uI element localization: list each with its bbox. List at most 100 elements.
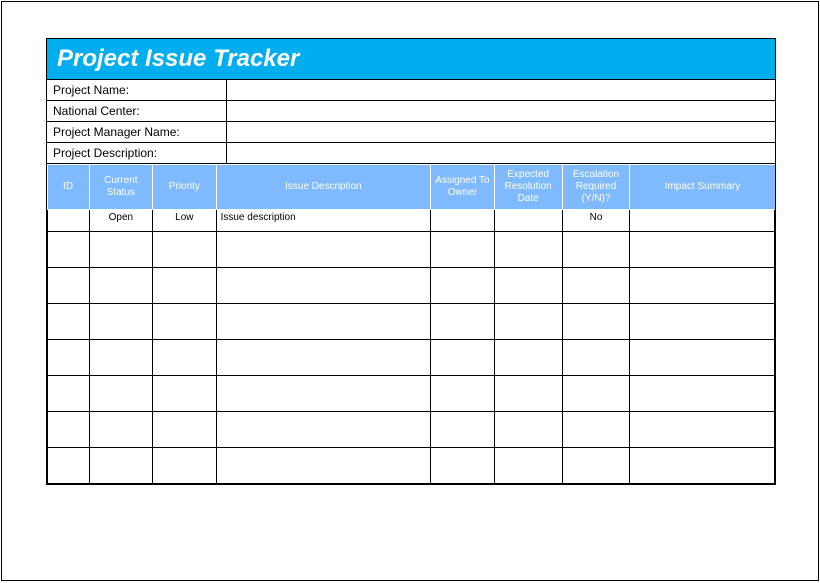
cell-id[interactable] <box>48 232 90 268</box>
col-header-escalation: Escalation Required (Y/N)? <box>562 165 630 210</box>
cell-desc[interactable] <box>216 304 431 340</box>
cell-escalation[interactable] <box>562 340 630 376</box>
cell-id[interactable] <box>48 304 90 340</box>
cell-escalation[interactable] <box>562 304 630 340</box>
cell-owner[interactable] <box>431 232 495 268</box>
cell-owner[interactable] <box>431 448 495 484</box>
cell-id[interactable] <box>48 340 90 376</box>
cell-impact[interactable] <box>630 268 775 304</box>
cell-date[interactable] <box>494 232 562 268</box>
col-header-impact: Impact Summary <box>630 165 775 210</box>
cell-desc[interactable] <box>216 376 431 412</box>
cell-owner[interactable] <box>431 340 495 376</box>
grid-body: Open Low Issue description No <box>48 210 775 484</box>
cell-id[interactable] <box>48 376 90 412</box>
table-row <box>48 304 775 340</box>
cell-priority[interactable] <box>153 268 217 304</box>
table-row <box>48 340 775 376</box>
cell-date[interactable] <box>494 412 562 448</box>
cell-priority[interactable] <box>153 412 217 448</box>
cell-escalation[interactable] <box>562 448 630 484</box>
cell-priority[interactable]: Low <box>153 210 217 232</box>
issue-grid-wrap: ID Current Status Priority Issue Descrip… <box>46 164 776 485</box>
col-header-priority: Priority <box>153 165 217 210</box>
cell-priority[interactable] <box>153 448 217 484</box>
cell-desc[interactable] <box>216 268 431 304</box>
cell-owner[interactable] <box>431 304 495 340</box>
meta-row: Project Manager Name: <box>47 122 776 143</box>
cell-owner[interactable] <box>431 376 495 412</box>
col-header-owner: Assigned To Owner <box>431 165 495 210</box>
table-row: Open Low Issue description No <box>48 210 775 232</box>
table-row <box>48 412 775 448</box>
col-header-desc: Issue Description <box>216 165 431 210</box>
cell-date[interactable] <box>494 304 562 340</box>
meta-value-project-name[interactable] <box>227 80 776 101</box>
document-frame: Project Issue Tracker Project Name: Nati… <box>1 1 819 581</box>
cell-priority[interactable] <box>153 376 217 412</box>
cell-status[interactable] <box>89 232 153 268</box>
cell-status[interactable] <box>89 448 153 484</box>
cell-date[interactable] <box>494 448 562 484</box>
cell-priority[interactable] <box>153 304 217 340</box>
cell-desc[interactable] <box>216 340 431 376</box>
table-row <box>48 448 775 484</box>
cell-impact[interactable] <box>630 340 775 376</box>
cell-escalation[interactable] <box>562 268 630 304</box>
meta-label-national-center: National Center: <box>47 101 227 122</box>
cell-impact[interactable] <box>630 448 775 484</box>
meta-value-pm-name[interactable] <box>227 122 776 143</box>
cell-escalation[interactable] <box>562 232 630 268</box>
cell-impact[interactable] <box>630 232 775 268</box>
cell-desc[interactable] <box>216 232 431 268</box>
cell-owner[interactable] <box>431 268 495 304</box>
table-row <box>48 232 775 268</box>
cell-status[interactable]: Open <box>89 210 153 232</box>
cell-escalation[interactable] <box>562 376 630 412</box>
cell-date[interactable] <box>494 340 562 376</box>
meta-label-pm-name: Project Manager Name: <box>47 122 227 143</box>
cell-date[interactable] <box>494 210 562 232</box>
meta-row: Project Description: <box>47 143 776 164</box>
cell-impact[interactable] <box>630 412 775 448</box>
table-row <box>48 376 775 412</box>
col-header-status: Current Status <box>89 165 153 210</box>
meta-value-national-center[interactable] <box>227 101 776 122</box>
cell-date[interactable] <box>494 268 562 304</box>
cell-desc[interactable] <box>216 412 431 448</box>
cell-id[interactable] <box>48 268 90 304</box>
page-title: Project Issue Tracker <box>46 38 776 79</box>
cell-status[interactable] <box>89 268 153 304</box>
cell-priority[interactable] <box>153 232 217 268</box>
cell-escalation[interactable] <box>562 412 630 448</box>
cell-id[interactable] <box>48 448 90 484</box>
tracker-content: Project Issue Tracker Project Name: Nati… <box>46 38 776 485</box>
col-header-date: Expected Resolution Date <box>494 165 562 210</box>
cell-id[interactable] <box>48 210 90 232</box>
meta-value-project-desc[interactable] <box>227 143 776 164</box>
cell-id[interactable] <box>48 412 90 448</box>
table-row <box>48 268 775 304</box>
col-header-id: ID <box>48 165 90 210</box>
cell-status[interactable] <box>89 340 153 376</box>
meta-row: National Center: <box>47 101 776 122</box>
cell-owner[interactable] <box>431 210 495 232</box>
cell-status[interactable] <box>89 304 153 340</box>
meta-label-project-desc: Project Description: <box>47 143 227 164</box>
cell-status[interactable] <box>89 412 153 448</box>
cell-escalation[interactable]: No <box>562 210 630 232</box>
cell-date[interactable] <box>494 376 562 412</box>
cell-desc[interactable]: Issue description <box>216 210 431 232</box>
cell-impact[interactable] <box>630 210 775 232</box>
issue-grid: ID Current Status Priority Issue Descrip… <box>47 164 775 484</box>
cell-impact[interactable] <box>630 304 775 340</box>
project-meta-table: Project Name: National Center: Project M… <box>46 79 776 164</box>
cell-priority[interactable] <box>153 340 217 376</box>
meta-row: Project Name: <box>47 80 776 101</box>
cell-impact[interactable] <box>630 376 775 412</box>
meta-label-project-name: Project Name: <box>47 80 227 101</box>
cell-owner[interactable] <box>431 412 495 448</box>
cell-status[interactable] <box>89 376 153 412</box>
cell-desc[interactable] <box>216 448 431 484</box>
grid-header-row: ID Current Status Priority Issue Descrip… <box>48 165 775 210</box>
